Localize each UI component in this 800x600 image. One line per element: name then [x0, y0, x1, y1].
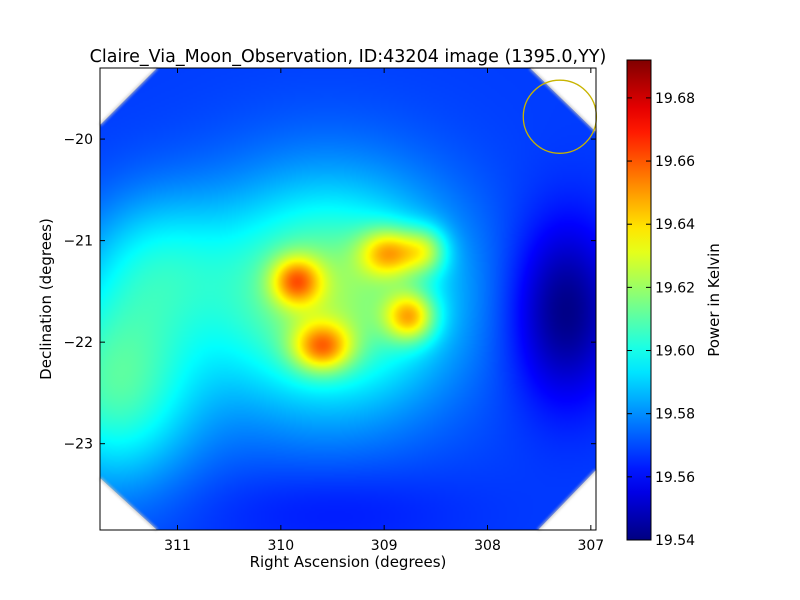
- x-axis-label: Right Ascension (degrees): [250, 553, 447, 571]
- y-axis-ticks: −20 −21 −22 −23: [63, 132, 596, 453]
- heatmap: [98, 66, 598, 532]
- x-tick-label: 308: [474, 538, 501, 554]
- colorbar-ticks: 19.54 19.56 19.58 19.60 19.62 19.64 19.66 19.68: [627, 91, 695, 549]
- colorbar: 19.54 19.56 19.58 19.60 19.62 19.64 19.66 19.68…: [626, 59, 723, 549]
- masked-corner-edges: [98, 66, 598, 532]
- colorbar-tick-label: 19.68: [655, 91, 695, 107]
- y-tick-label: −20: [63, 132, 93, 148]
- y-tick-label: −23: [63, 437, 93, 453]
- colorbar-label: Power in Kelvin: [705, 243, 723, 357]
- colorbar-fill: [626, 59, 652, 541]
- y-tick-label: −22: [63, 335, 93, 351]
- x-axis-ticks: 311 310 309 308 307: [164, 68, 604, 554]
- y-tick-label: −21: [63, 234, 93, 250]
- colorbar-tick-label: 19.56: [655, 470, 695, 486]
- x-tick-label: 310: [267, 538, 294, 554]
- colorbar-tick-label: 19.66: [655, 154, 695, 170]
- colorbar-tick-label: 19.62: [655, 280, 695, 296]
- heatmap-image: [100, 68, 596, 530]
- y-axis-label: Declination (degrees): [37, 218, 55, 380]
- x-tick-label: 309: [371, 538, 398, 554]
- x-tick-label: 307: [577, 538, 604, 554]
- x-tick-label: 311: [164, 538, 191, 554]
- colorbar-tick-label: 19.54: [655, 533, 695, 549]
- colorbar-tick-label: 19.60: [655, 344, 695, 360]
- colorbar-tick-label: 19.64: [655, 217, 695, 233]
- colorbar-tick-label: 19.58: [655, 407, 695, 423]
- plot-frame: [99, 67, 597, 531]
- chart-title: Claire_Via_Moon_Observation, ID:43204 im…: [90, 47, 607, 67]
